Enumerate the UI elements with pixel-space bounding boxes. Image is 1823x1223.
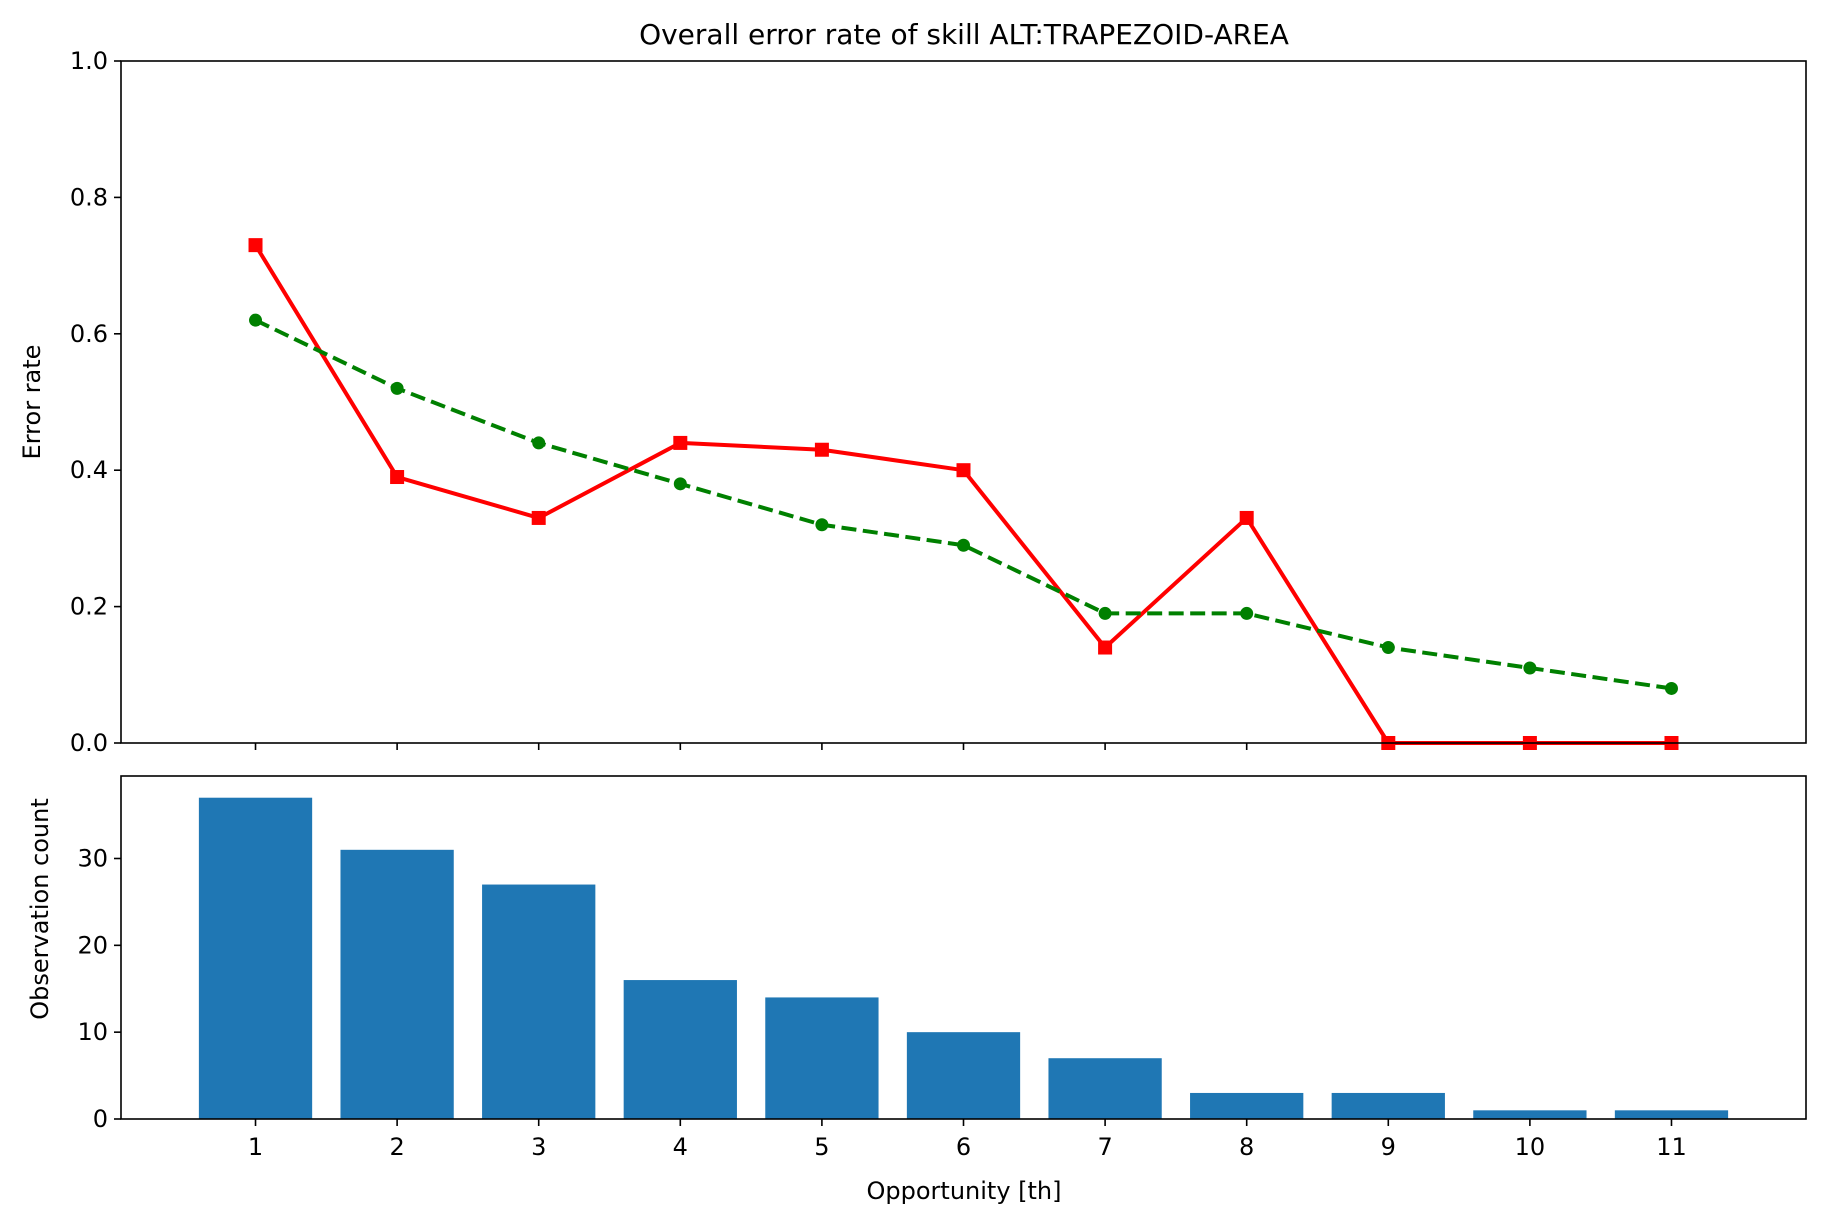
opportunity-x-tick-label: 11 <box>1656 1133 1687 1161</box>
opportunity-x-tick-label: 4 <box>673 1133 688 1161</box>
predicted-error-rate-point <box>249 313 263 327</box>
chart-title: Overall error rate of skill ALT:TRAPEZOI… <box>639 18 1289 51</box>
opportunity-x-tick-label: 8 <box>1239 1133 1254 1161</box>
observation-count-bar <box>1190 1092 1304 1119</box>
observation-count-plot-frame <box>120 775 1807 1120</box>
observation-count-bar <box>198 797 313 1119</box>
observed-error-rate-point <box>673 435 688 450</box>
error-rate-y-tick-label: 0.4 <box>70 456 108 484</box>
observation-count-bar <box>623 980 737 1119</box>
observation-count-y-tick-label: 0 <box>93 1105 108 1133</box>
predicted-error-rate-point <box>1523 661 1537 675</box>
opportunity-x-tick-label: 9 <box>1381 1133 1396 1161</box>
observation-count-y-tick-label: 30 <box>77 844 108 872</box>
opportunity-x-tick-label: 7 <box>1097 1133 1112 1161</box>
opportunity-x-tick-label: 3 <box>531 1133 546 1161</box>
predicted-error-rate-point <box>673 477 687 491</box>
observation-count-y-tick-label: 20 <box>77 931 108 959</box>
observation-count-y-axis: 0 10 20 30 <box>77 844 121 1133</box>
predicted-error-rate-point <box>1664 681 1678 695</box>
observation-count-bar <box>1331 1092 1445 1119</box>
error-rate-axis-label: Error rate <box>18 345 46 460</box>
observed-error-rate-point <box>1098 640 1113 655</box>
observed-error-rate-point <box>814 442 829 457</box>
observed-error-rate-point <box>390 470 405 485</box>
observed-error-rate-point <box>956 463 971 478</box>
opportunity-x-tick-label: 5 <box>814 1133 829 1161</box>
predicted-error-rate-point <box>1098 606 1112 620</box>
opportunity-x-tick-label: 10 <box>1515 1133 1546 1161</box>
predicted-error-rate-point <box>1381 641 1395 655</box>
observation-count-bar <box>1048 1058 1162 1119</box>
observation-count-bars <box>198 797 1729 1119</box>
error-rate-y-tick-label: 0.6 <box>70 320 108 348</box>
predicted-error-rate-line <box>254 318 1672 691</box>
observation-count-bar <box>482 884 596 1119</box>
observation-count-bar <box>765 997 879 1119</box>
observation-count-bar <box>1473 1110 1587 1119</box>
observation-count-bar <box>340 849 454 1119</box>
predicted-error-rate-point <box>390 381 404 395</box>
predicted-error-rate-point <box>815 518 829 532</box>
error-rate-y-axis: 0.0 0.2 0.4 0.6 0.8 1.0 <box>70 47 121 757</box>
error-rate-y-tick-label: 1.0 <box>70 47 108 75</box>
error-rate-y-tick-label: 0.0 <box>70 729 108 757</box>
error-rate-y-tick-label: 0.2 <box>70 593 108 621</box>
predicted-error-rate-point <box>1240 606 1254 620</box>
observed-error-rate-point <box>531 510 546 525</box>
observation-count-x-axis: 1 2 3 4 5 6 7 8 9 10 11 <box>248 1119 1687 1161</box>
error-rate-plot-frame <box>120 60 1807 744</box>
predicted-error-rate-point <box>957 538 970 552</box>
observation-count-axis-label: Observation count <box>26 798 54 1019</box>
observed-error-rate-point <box>248 238 263 253</box>
opportunity-x-tick-label: 2 <box>389 1133 404 1161</box>
error-rate-panel: Overall error rate of skill ALT:TRAPEZOI… <box>18 18 1807 757</box>
observation-count-bar <box>906 1032 1021 1119</box>
observation-count-y-tick-label: 10 <box>77 1018 108 1046</box>
opportunity-axis-label: Opportunity [th] <box>867 1177 1062 1205</box>
error-rate-y-tick-label: 0.8 <box>70 183 108 211</box>
opportunity-x-tick-label: 6 <box>956 1133 971 1161</box>
observation-count-bar <box>1614 1110 1729 1119</box>
observed-error-rate-point <box>1239 510 1254 525</box>
predicted-error-rate-point <box>532 436 546 450</box>
opportunity-x-tick-label: 1 <box>248 1133 263 1161</box>
